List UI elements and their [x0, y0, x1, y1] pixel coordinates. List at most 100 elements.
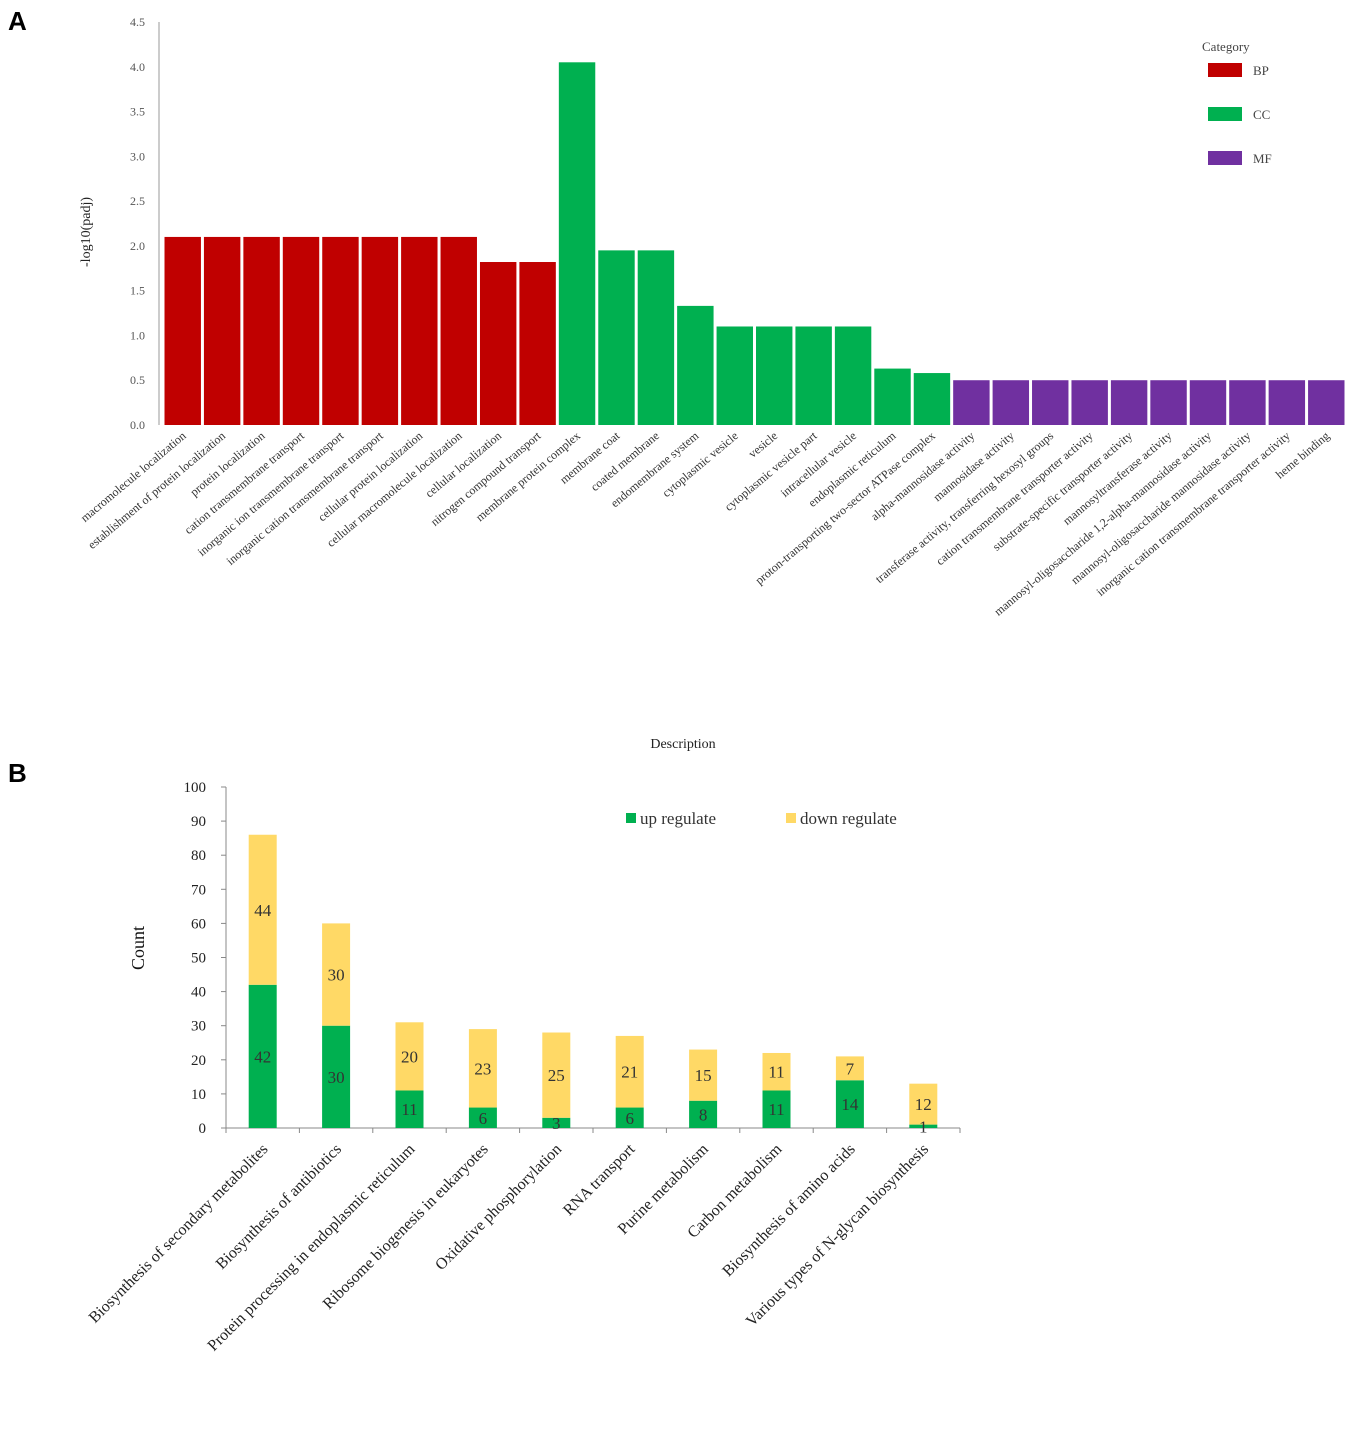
y-tick-label: 0.5 [130, 373, 145, 387]
bar-segment-down [615, 1035, 644, 1108]
bar [1189, 380, 1227, 425]
bar-segment-up [835, 1080, 864, 1128]
data-label-down: 25 [548, 1066, 565, 1085]
legend: Category BP CC MF [1202, 39, 1272, 166]
y-tick-label: 70 [191, 882, 206, 898]
bar-segment-down [395, 1022, 424, 1091]
data-label-up: 14 [841, 1095, 859, 1114]
data-label-down: 11 [768, 1063, 784, 1082]
legend-label: up regulate [640, 809, 716, 828]
y-tick-label: 2.0 [130, 239, 145, 253]
y-tick-label: 0 [199, 1121, 207, 1137]
legend: up regulate down regulate [626, 809, 897, 828]
x-tick-label: proton-transporting two-sector ATPase co… [752, 429, 937, 588]
data-label-up: 11 [768, 1100, 784, 1119]
legend-swatch [786, 813, 796, 823]
bar-segment-up [689, 1100, 718, 1128]
data-label-up: 3 [552, 1114, 561, 1133]
bar-segment-down [248, 834, 277, 985]
panel-letter-b: B [8, 758, 27, 788]
data-label-up: 30 [328, 1068, 345, 1087]
y-tick-label: 90 [191, 814, 206, 830]
bar-segment-up [542, 1117, 571, 1128]
bar [1032, 380, 1069, 425]
bar-segment-up [762, 1090, 791, 1128]
bar [1308, 380, 1345, 425]
bar-segment-down [542, 1032, 571, 1118]
y-tick-label: 60 [191, 916, 206, 932]
bar [637, 250, 675, 425]
bar [558, 62, 596, 426]
y-tick-label: 20 [191, 1053, 206, 1069]
bar [440, 236, 477, 425]
data-label-down: 15 [695, 1066, 712, 1085]
go-enrichment-chart: 0.0 0.5 1.0 1.5 2.0 2.5 3.0 3.5 4.0 4.5 macromole… [78, 15, 1345, 752]
panel-letter-a: A [8, 6, 27, 36]
data-label-up: 8 [699, 1105, 708, 1124]
bar [479, 262, 517, 425]
y-axis-ticks: 0.0 0.5 1.0 1.5 2.0 2.5 3.0 3.5 4.0 4.5 [130, 15, 160, 432]
legend-swatch [1208, 63, 1242, 77]
bar-segment-up [468, 1107, 497, 1128]
x-tick-label: vesicle [746, 429, 781, 461]
y-tick-label: 40 [191, 985, 206, 1001]
legend-label: MF [1253, 151, 1272, 166]
y-tick-label: 3.0 [130, 149, 145, 163]
bar [1071, 380, 1108, 425]
x-axis-tick-labels: Biosynthesis of secondary metabolitesBio… [86, 1140, 932, 1354]
y-tick-label: 4.5 [130, 15, 145, 29]
bar [361, 236, 399, 425]
data-label-down: 21 [621, 1063, 638, 1082]
legend-label: CC [1253, 107, 1270, 122]
x-axis-tick-labels: macromolecule localizationestablishment … [78, 428, 1332, 618]
data-label-up: 11 [401, 1100, 417, 1119]
bar-segment-down [689, 1049, 718, 1101]
bar [992, 380, 1030, 425]
legend-swatch [626, 813, 636, 823]
bar-segment-down [909, 1083, 938, 1125]
data-label-down: 23 [474, 1059, 491, 1078]
y-tick-label: 1.0 [130, 328, 145, 342]
data-label-up: 6 [625, 1109, 634, 1128]
legend-label: down regulate [800, 809, 897, 828]
bar [1150, 380, 1187, 425]
x-tick-label: RNA transport [560, 1140, 639, 1219]
data-label-down: 12 [915, 1095, 932, 1114]
bar-segment-up [909, 1124, 938, 1128]
bar [322, 236, 359, 425]
y-tick-label: 50 [191, 951, 206, 967]
kegg-pathway-chart: 0 10 20 30 40 50 60 70 80 90 100 42 44 30 30 11 20 6 23 3 2… [86, 780, 961, 1355]
bar [756, 326, 793, 425]
bar-segment-down [322, 923, 351, 1026]
x-tick-label: Biosynthesis of antibiotics [213, 1141, 345, 1273]
data-label-down: 30 [328, 966, 345, 985]
bar [913, 373, 951, 425]
bar [164, 236, 201, 425]
y-tick-label: 100 [184, 780, 207, 796]
bar [834, 326, 872, 425]
bar [953, 380, 990, 425]
y-tick-label: 80 [191, 848, 206, 864]
bar-segment-down [468, 1029, 497, 1108]
x-axis-title: Description [650, 737, 715, 752]
bar [401, 236, 438, 425]
bar [519, 262, 556, 425]
bar [598, 250, 635, 425]
bar-segment-up [322, 1025, 351, 1128]
legend-title: Category [1202, 39, 1250, 54]
legend-swatch [1208, 151, 1242, 165]
bar [282, 236, 320, 425]
bar [243, 236, 280, 425]
data-label-down: 20 [401, 1047, 418, 1066]
bar [677, 305, 714, 425]
bar [716, 326, 753, 425]
data-label-up: 1 [919, 1117, 928, 1136]
bar-segment-down [835, 1056, 864, 1081]
y-tick-label: 2.5 [130, 194, 145, 208]
y-tick-label: 0.0 [130, 418, 145, 432]
bar-segment-down [762, 1052, 791, 1091]
bar [1268, 380, 1306, 425]
y-axis-title: Count [128, 926, 148, 970]
data-label-down: 7 [846, 1059, 855, 1078]
